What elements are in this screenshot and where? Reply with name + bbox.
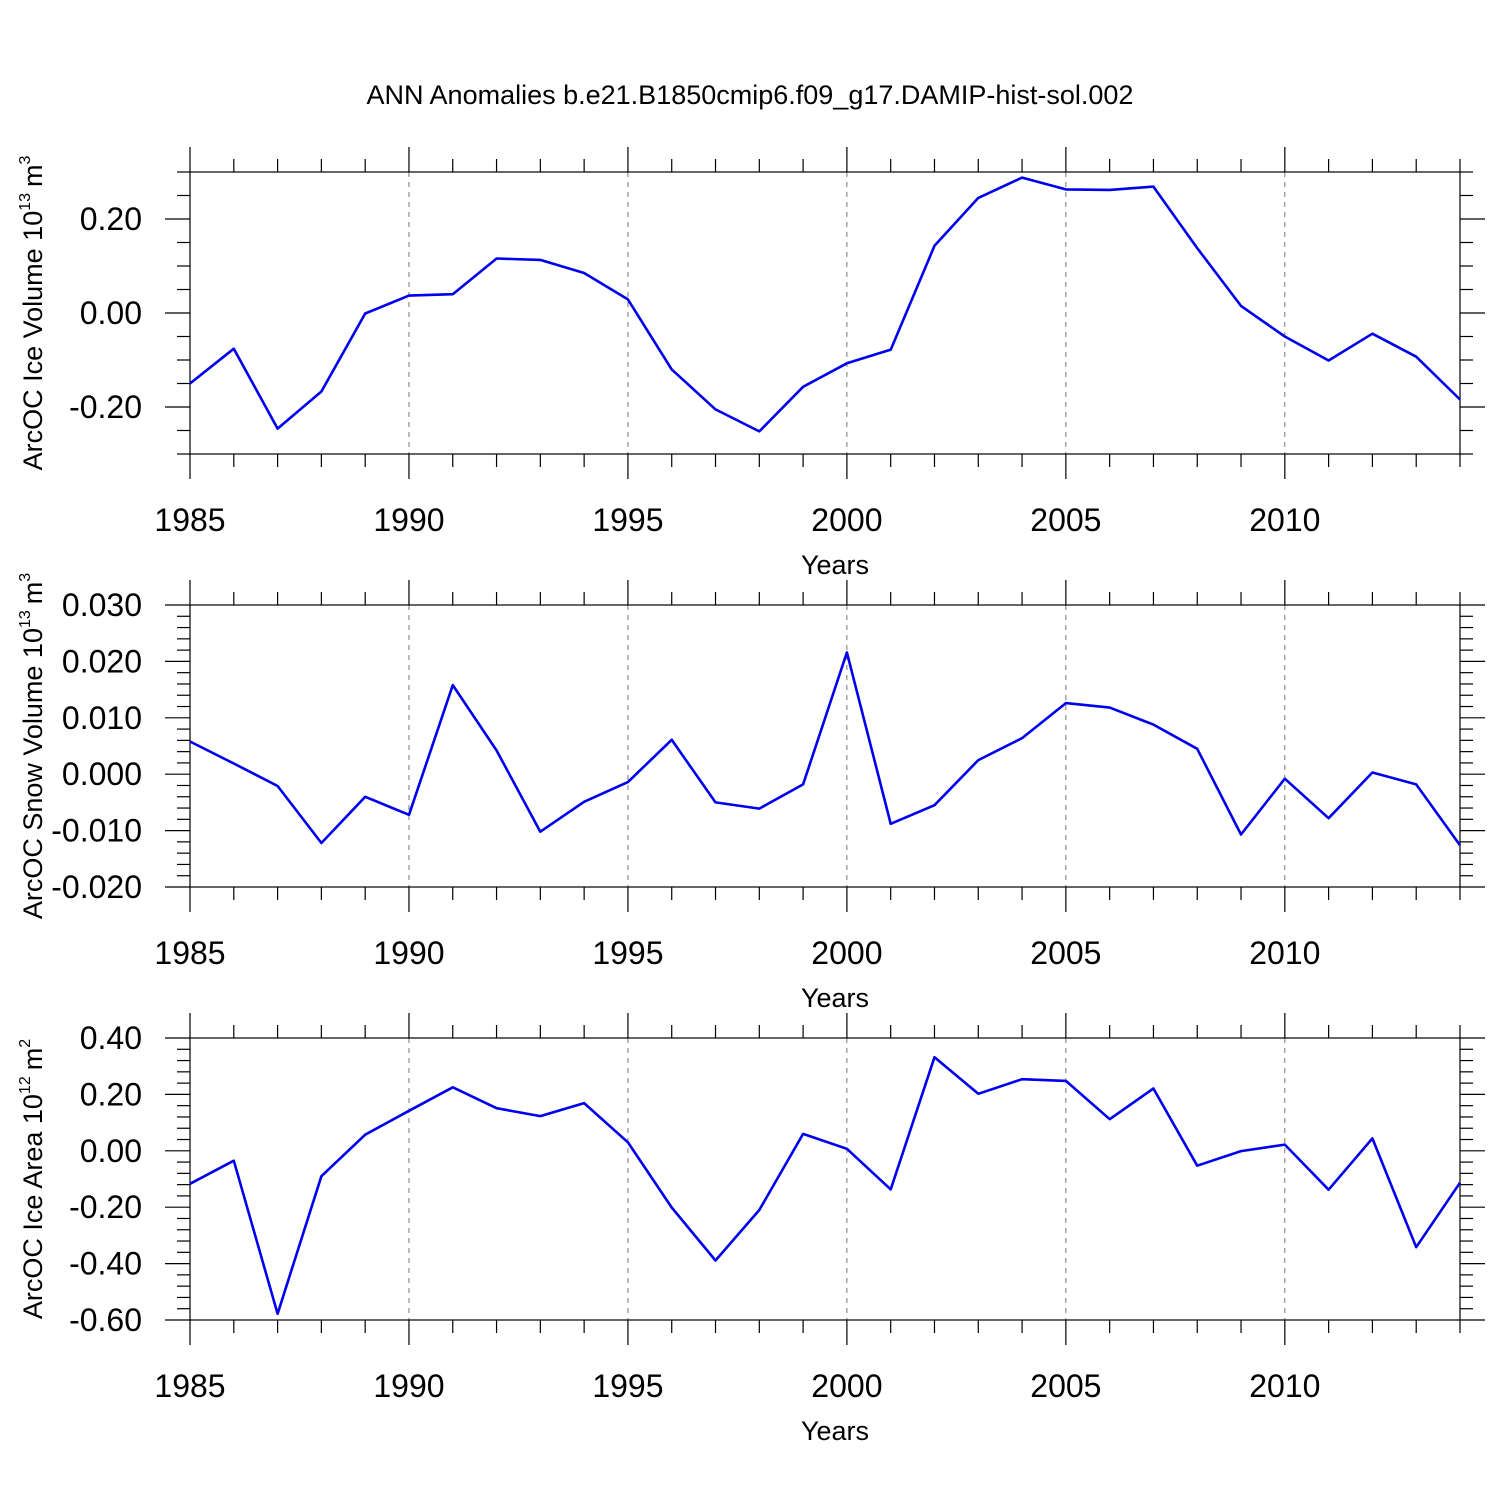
y-tick-label: 0.20 <box>80 201 142 237</box>
y-axis-title-unit: m <box>18 582 48 605</box>
y-tick-label: 0.00 <box>80 295 142 331</box>
y-axis-title-unit: m <box>18 1048 48 1071</box>
series-line-ice-area <box>189 1055 1462 1316</box>
y-axis-title-unit: m <box>18 164 48 187</box>
x-tick-label: 2005 <box>1030 1368 1101 1404</box>
y-tick-label: -0.60 <box>69 1302 142 1338</box>
y-tick-label: -0.20 <box>69 389 142 425</box>
chart-title: ANN Anomalies b.e21.B1850cmip6.f09_g17.D… <box>367 80 1134 110</box>
y-axis-title-unit-exponent: 2 <box>17 1039 34 1048</box>
x-tick-label: 1985 <box>154 502 225 538</box>
y-axis-title-exponent: 13 <box>17 610 34 628</box>
x-axis-title: Years <box>801 1416 869 1446</box>
x-tick-label: 2000 <box>811 502 882 538</box>
x-tick-label: 1990 <box>373 502 444 538</box>
plot-frame <box>189 604 1461 888</box>
x-tick-label: 1990 <box>373 935 444 971</box>
x-tick-label: 2000 <box>811 935 882 971</box>
y-axis-title-unit-exponent: 3 <box>17 573 34 582</box>
y-axis-title-exponent: 12 <box>17 1076 34 1094</box>
y-tick-label: -0.40 <box>69 1246 142 1282</box>
series-line-ice-volume <box>189 176 1461 433</box>
x-tick-label: 1995 <box>592 502 663 538</box>
y-axis-title: ArcOC Snow Volume 1013 m3 <box>17 573 48 919</box>
x-tick-label: 2000 <box>811 1368 882 1404</box>
panel-ice-area: 1985 1990 1995 2000 2005 2010 -0.60 -0.40 -0.20 0… <box>17 1013 1485 1446</box>
x-tick-label: 2010 <box>1249 935 1320 971</box>
x-axis-title: Years <box>801 550 869 580</box>
y-tick-label: -0.20 <box>69 1189 142 1225</box>
y-tick-label: 0.020 <box>62 643 142 679</box>
chart-panels: 1985 1990 1995 2000 2005 2010 -0.20 0.00 0.20 Yea… <box>17 147 1485 1446</box>
y-axis-title: ArcOC Ice Volume 1013 m3 <box>17 155 48 470</box>
y-tick-label: 0.20 <box>80 1076 142 1112</box>
x-tick-label: 2005 <box>1030 935 1101 971</box>
x-tick-label: 1985 <box>154 1368 225 1404</box>
plot-frame <box>189 171 1461 455</box>
y-tick-label: 0.010 <box>62 700 142 736</box>
x-axis-title: Years <box>801 983 869 1013</box>
y-axis-title-text: ArcOC Snow Volume 10 <box>18 628 48 919</box>
x-tick-label: 1995 <box>592 1368 663 1404</box>
x-tick-label: 1990 <box>373 1368 444 1404</box>
y-tick-label: -0.010 <box>51 813 142 849</box>
series-line-snow-volume <box>189 651 1462 847</box>
x-tick-label: 2010 <box>1249 1368 1320 1404</box>
y-axis-title-text: ArcOC Ice Area 10 <box>18 1094 48 1319</box>
plot-frame <box>189 1037 1461 1321</box>
y-axis-title: ArcOC Ice Area 1012 m2 <box>17 1039 48 1319</box>
y-axis-title-exponent: 13 <box>17 193 34 211</box>
x-tick-label: 1985 <box>154 935 225 971</box>
x-tick-label: 2005 <box>1030 502 1101 538</box>
y-tick-label: 0.000 <box>62 756 142 792</box>
y-tick-label: -0.020 <box>51 869 142 905</box>
x-tick-label: 1995 <box>592 935 663 971</box>
x-tick-label: 2010 <box>1249 502 1320 538</box>
y-axis-title-unit-exponent: 3 <box>17 155 34 164</box>
y-tick-label: 0.030 <box>62 587 142 623</box>
y-tick-label: 0.00 <box>80 1133 142 1169</box>
y-axis-title-text: ArcOC Ice Volume 10 <box>18 211 48 471</box>
panel-ice-volume: 1985 1990 1995 2000 2005 2010 -0.20 0.00 0.20 Yea… <box>17 147 1485 580</box>
y-tick-label: 0.40 <box>80 1020 142 1056</box>
panel-snow-volume: 1985 1990 1995 2000 2005 2010 -0.020 -0.010 0.00… <box>17 573 1485 1013</box>
